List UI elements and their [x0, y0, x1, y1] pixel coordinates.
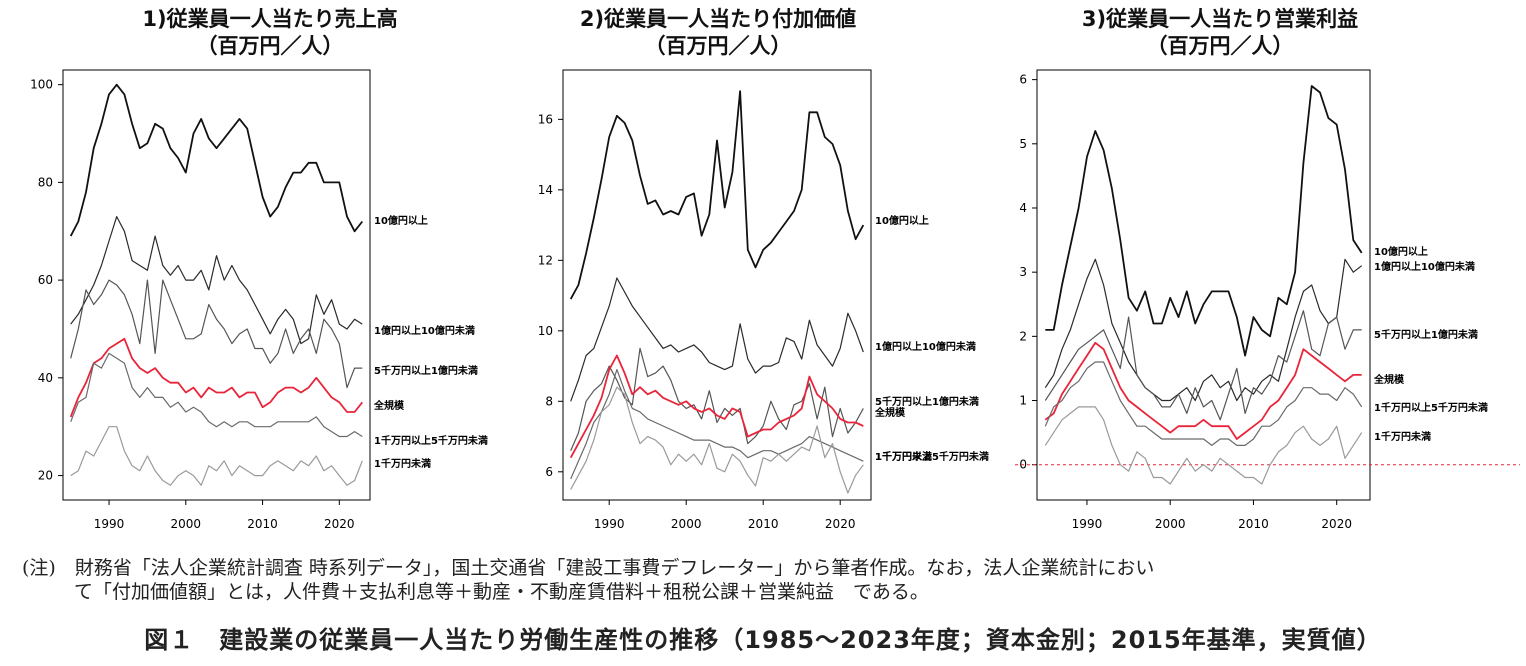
x-tick-label: 1990 [94, 517, 125, 531]
x-tick-label: 2020 [324, 517, 355, 531]
x-tick-label: 2010 [1238, 517, 1269, 531]
series-label-2: 1億円以上10億円未満 [1374, 260, 1475, 273]
y-tick-label: 20 [38, 469, 53, 483]
y-tick-label: 5 [1019, 137, 1027, 151]
series-line-3 [1044, 310, 1362, 421]
series-line-1 [1045, 85, 1363, 357]
plot-frame [62, 69, 371, 501]
series-label-5: 1千万円以上5千万円未満 [1374, 401, 1488, 414]
panel-title-line2: （百万円／人） [196, 34, 344, 58]
y-tick-label: 16 [538, 112, 553, 126]
series-line-3 [570, 347, 864, 451]
series-label-3: 5千万円以上1億円未満 [1374, 328, 1478, 341]
y-tick-label: 80 [38, 175, 53, 189]
y-tick-label: 8 [545, 394, 553, 408]
y-tick-label: 6 [1019, 73, 1027, 87]
panel-title-line1: 2)従業員一人当たり付加価値 [579, 7, 857, 31]
series-label-2: 1億円以上10億円未満 [374, 324, 475, 337]
series-label-1: 10億円以上 [374, 214, 428, 227]
x-tick-label: 2020 [825, 517, 856, 531]
chart-panel-1: 20 40 60 80 100 1990 2000 2010 2020 10億円以上 1億円以上10… [30, 69, 488, 531]
y-tick-label: 60 [38, 273, 53, 287]
series-line-2 [70, 216, 363, 345]
panel-title-line1: 1)従業員一人当たり売上高 [142, 7, 398, 31]
y-tick-label: 100 [30, 78, 53, 92]
chart-panel-2: 6 8 10 12 14 16 1990 2000 2010 2020 10億円以上 1億円以上10億… [538, 69, 989, 531]
series-line-1 [69, 83, 364, 237]
series-line-6 [570, 386, 864, 494]
series-line-4 [69, 337, 364, 418]
series-label-5: 1千万円以上5千万円未満 [875, 450, 989, 463]
x-tick-label: 2010 [247, 517, 278, 531]
x-tick-label: 2000 [171, 517, 202, 531]
panel-title-operating-profit: 3)従業員一人当たり営業利益 （百万円／人） [970, 6, 1470, 60]
series-label-2: 1億円以上10億円未満 [875, 340, 976, 353]
panel-title-value-added: 2)従業員一人当たり付加価値 （百万円／人） [468, 6, 968, 60]
panel-title-sales: 1)従業員一人当たり売上高 （百万円／人） [20, 6, 520, 60]
y-tick-label: 1 [1019, 394, 1027, 408]
plot-frame [1036, 69, 1371, 501]
series-label-6: 1千万円未満 [875, 450, 932, 463]
series-label-4: 全規模 [373, 399, 405, 412]
y-tick-label: 6 [545, 465, 553, 479]
y-tick-label: 4 [1019, 201, 1027, 215]
series-line-1 [569, 90, 865, 300]
series-label-3: 5千万円以上1億円未満 [374, 364, 478, 377]
series-label-5: 1千万円以上5千万円未満 [374, 434, 488, 447]
series-line-4 [1044, 341, 1362, 440]
charts-canvas: 20 40 60 80 100 1990 2000 2010 2020 10億円以上 1億円以上10… [30, 69, 1520, 531]
x-tick-label: 2000 [671, 517, 702, 531]
series-line-3 [70, 279, 363, 389]
series-label-6: 1千万円未満 [374, 457, 431, 470]
series-label-1: 10億円以上 [875, 214, 929, 227]
panel-title-line1: 3)従業員一人当たり営業利益 [1081, 7, 1359, 31]
series-label-4: 全規模 [874, 406, 906, 419]
panel-title-line2: （百万円／人） [644, 34, 792, 58]
panel-title-line2: （百万円／人） [1146, 34, 1294, 58]
y-tick-label: 3 [1019, 265, 1027, 279]
x-tick-label: 1990 [1072, 517, 1103, 531]
x-tick-label: 2000 [1155, 517, 1186, 531]
series-line-5 [570, 369, 864, 480]
note-line1: (注) 財務省「法人企業統計調査 時系列データ」，国土交通省「建設工事費デフレー… [22, 557, 1155, 579]
series-label-3: 5千万円以上1億円未満 [875, 395, 979, 408]
plot-frame [562, 69, 872, 501]
series-label-4: 全規模 [1373, 373, 1405, 386]
figure-caption: 図１ 建設業の従業員一人当たり労働生産性の推移（1985〜2023年度；資本金別… [144, 626, 1382, 654]
y-tick-label: 14 [538, 183, 553, 197]
x-tick-label: 2020 [1321, 517, 1352, 531]
x-tick-label: 1990 [594, 517, 625, 531]
y-tick-label: 10 [538, 324, 553, 338]
x-tick-label: 2010 [748, 517, 779, 531]
y-tick-label: 2 [1019, 329, 1027, 343]
series-line-4 [569, 354, 864, 459]
y-tick-label: 12 [538, 253, 553, 267]
note-line2: て「付加価値額」とは，人件費＋支払利息等＋動産・不動産賃借料＋租税公課＋営業純益… [74, 581, 929, 603]
note: (注) 財務省「法人企業統計調査 時系列データ」，国土交通省「建設工事費デフレー… [22, 556, 1522, 604]
series-label-1: 10億円以上 [1374, 245, 1428, 258]
series-line-2 [570, 277, 864, 402]
series-line-5 [70, 352, 363, 438]
series-line-6 [70, 426, 363, 486]
series-line-5 [1044, 361, 1363, 446]
series-label-6: 1千万円未満 [1374, 430, 1431, 443]
series-line-2 [1044, 258, 1363, 402]
series-line-6 [1044, 406, 1363, 485]
y-tick-label: 40 [38, 371, 53, 385]
